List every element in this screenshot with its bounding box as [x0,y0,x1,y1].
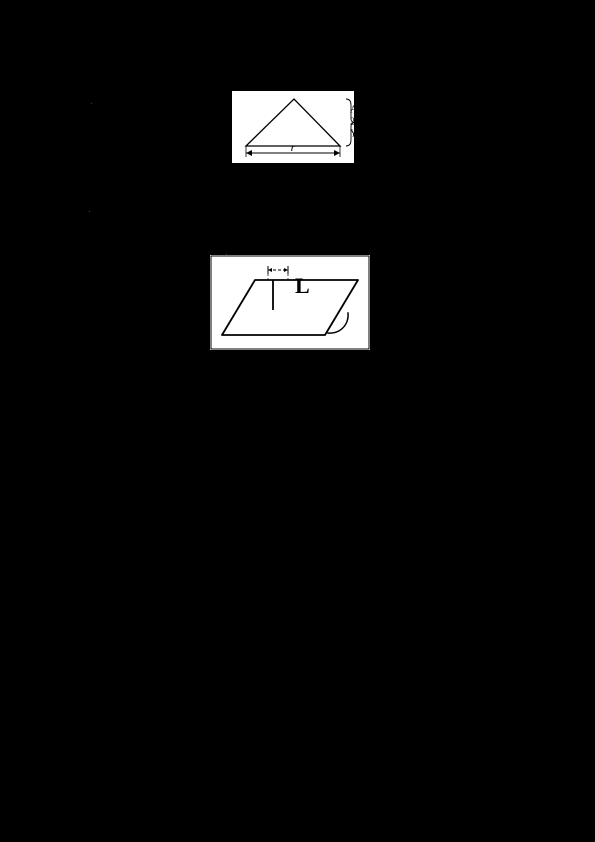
svg-text:A: A [350,105,354,116]
stray-mark: . [90,94,93,106]
page: . . . . rA2Y L [0,0,595,842]
svg-text:r: r [291,140,296,154]
triangle-figure: r A2Y [232,91,354,163]
stray-mark: . [88,202,91,214]
svg-text:L: L [295,273,310,298]
svg-text:Y: Y [350,129,354,140]
parallelogram-figure: L [210,255,370,350]
svg-text:2: 2 [350,117,354,128]
